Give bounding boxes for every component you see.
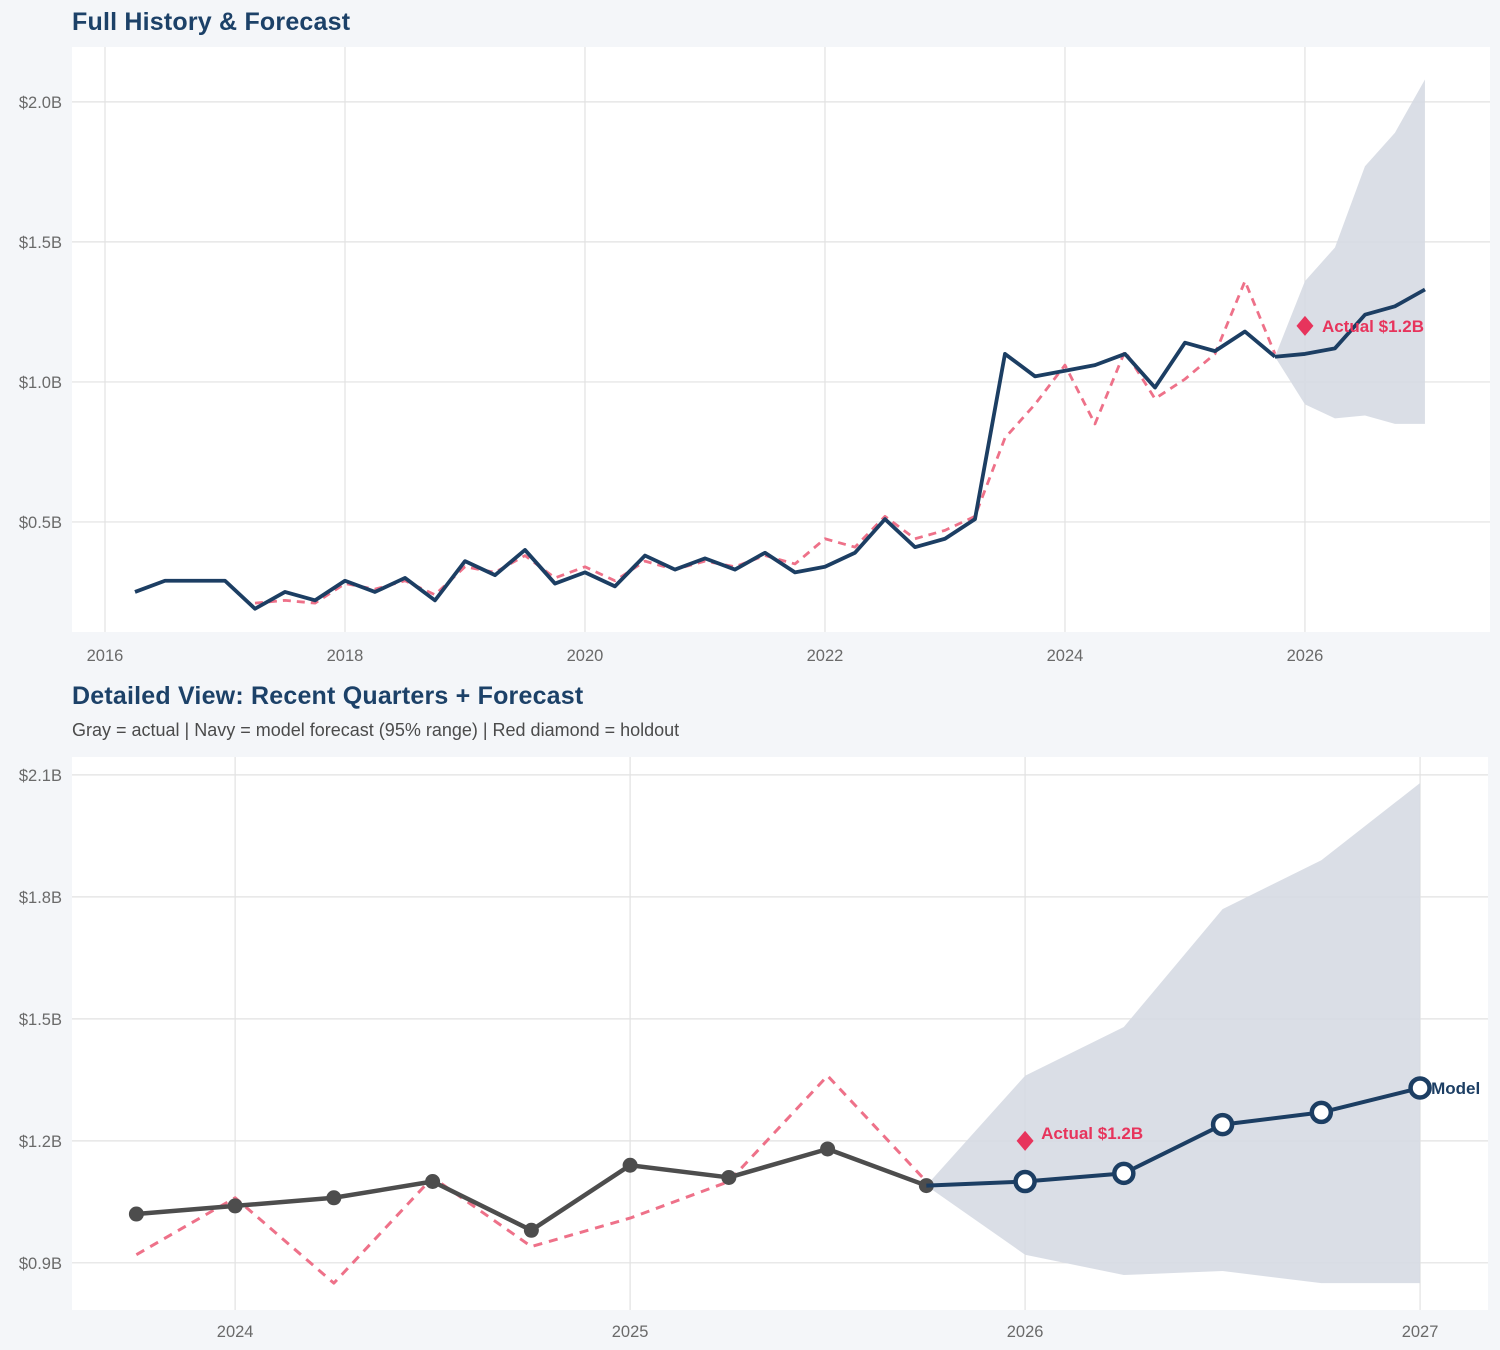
- x-tick-label: 2016: [87, 647, 124, 665]
- forecast-point-circle: [1309, 1100, 1334, 1125]
- x-tick-label: 2020: [567, 647, 604, 665]
- forecast-point-circle: [1408, 1076, 1432, 1100]
- series-actual-history: [128, 1141, 934, 1238]
- y-tick-label: $2.0B: [19, 94, 62, 112]
- holdout-diamond-icon: [1016, 1130, 1034, 1151]
- data-point-dot: [128, 1206, 144, 1222]
- axis-tick-labels: $0.5B $1.0B $1.5B $2.0B 2016 2018 2020 2022 2024…: [19, 94, 1323, 665]
- series-prior-model-dashed: [254, 279, 1277, 605]
- annotation-holdout-label: Actual $1.2B: [1041, 1124, 1143, 1143]
- holdout-diamond-icon: [1296, 315, 1314, 336]
- annotation-model-label: Model: [1431, 1079, 1480, 1098]
- y-tick-label: $0.9B: [19, 1255, 62, 1273]
- y-tick-label: $1.5B: [19, 234, 62, 252]
- data-point-dot: [721, 1169, 737, 1185]
- series-actual-history: [134, 329, 1277, 611]
- series-forecast-range-band: [926, 783, 1421, 1284]
- forecast-point-circle: [1112, 1161, 1136, 1186]
- y-tick-label: $0.5B: [19, 514, 62, 532]
- data-point-dot: [425, 1174, 441, 1190]
- data-point-dot: [326, 1190, 342, 1206]
- data-point-dot: [820, 1141, 836, 1157]
- x-tick-label: 2024: [217, 1323, 254, 1341]
- y-tick-label: $1.8B: [19, 889, 62, 907]
- forecast-point-circle: [1013, 1169, 1037, 1194]
- plot-area: [72, 47, 1490, 632]
- full-history-chart: $0.5B $1.0B $1.5B $2.0B 2016 2018 2020 2022 2024…: [19, 47, 1490, 665]
- detailed-view-chart: $0.9B $1.2B $1.5B $1.8B $2.1B 2024 2025 2026 202…: [19, 757, 1488, 1341]
- y-tick-label: $1.5B: [19, 1011, 62, 1029]
- page-title-detailed-view: Detailed View: Recent Quarters + Forecas…: [72, 682, 584, 710]
- data-point-dot: [622, 1157, 638, 1173]
- data-point-dot: [227, 1198, 243, 1214]
- series-holdout-actual-point: [1296, 315, 1314, 336]
- x-tick-label: 2026: [1287, 647, 1324, 665]
- series-holdout-actual-point: [1016, 1130, 1034, 1151]
- y-tick-label: $1.2B: [19, 1133, 62, 1151]
- axis-tick-labels: $0.9B $1.2B $1.5B $1.8B $2.1B 2024 2025 2026 202…: [19, 767, 1439, 1341]
- series-model-forecast: [1274, 287, 1426, 359]
- x-tick-label: 2022: [807, 647, 844, 665]
- series-forecast-range-band: [1274, 79, 1425, 424]
- series-model-forecast: [926, 1086, 1421, 1188]
- x-tick-label: 2025: [612, 1323, 649, 1341]
- y-tick-label: $2.1B: [19, 767, 62, 785]
- x-tick-label: 2027: [1402, 1323, 1439, 1341]
- annotation-holdout-label: Actual $1.2B: [1322, 317, 1424, 336]
- y-tick-label: $1.0B: [19, 374, 62, 392]
- x-tick-label: 2024: [1047, 647, 1084, 665]
- x-tick-label: 2018: [327, 647, 364, 665]
- series-model-forecast-markers: [1013, 1076, 1432, 1194]
- legend-note: Gray = actual | Navy = model forecast (9…: [72, 720, 680, 740]
- x-tick-label: 2026: [1007, 1323, 1044, 1341]
- page-title-full-history: Full History & Forecast: [72, 8, 351, 36]
- data-point-dot: [523, 1222, 539, 1238]
- forecast-point-circle: [1210, 1112, 1235, 1137]
